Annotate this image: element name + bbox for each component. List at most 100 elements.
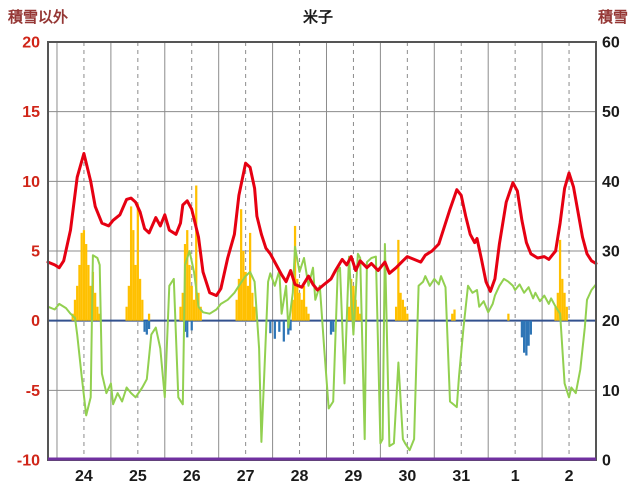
precip-bar <box>563 292 566 321</box>
precip-bar <box>565 306 568 321</box>
x-axis-tick: 26 <box>183 468 201 485</box>
precip-bar <box>291 299 294 321</box>
negative-bar <box>527 320 530 346</box>
negative-bar <box>143 320 146 332</box>
precip-bar <box>76 285 79 321</box>
x-axis-tick: 27 <box>237 468 255 485</box>
right-axis-tick: 50 <box>602 104 620 121</box>
precip-bar <box>179 306 182 321</box>
precip-bar <box>138 278 142 321</box>
precip-bar <box>237 278 241 321</box>
precip-bar <box>298 292 301 321</box>
x-axis-tick: 30 <box>398 468 416 485</box>
precip-bar <box>403 306 407 321</box>
x-axis-tick: 24 <box>75 468 93 485</box>
precip-bar <box>561 278 564 321</box>
precip-bar <box>397 239 400 321</box>
precip-bar <box>134 264 137 321</box>
chart-title: 米子 <box>302 9 333 26</box>
precip-bar <box>125 306 128 321</box>
precip-bar <box>127 285 130 321</box>
negative-bar <box>525 320 528 356</box>
negative-bar <box>273 320 276 339</box>
precip-bar <box>347 306 351 321</box>
negative-bar <box>529 320 532 335</box>
x-axis-tick: 31 <box>452 468 470 485</box>
precip-bar <box>235 299 238 321</box>
precip-bar <box>195 185 198 321</box>
right-axis-tick: 20 <box>602 313 620 330</box>
precip-bar <box>242 251 245 321</box>
negative-bar <box>332 320 335 332</box>
precip-bar <box>352 285 355 321</box>
negative-bar <box>329 320 333 335</box>
negative-bar <box>523 320 526 353</box>
precip-bar <box>558 239 562 321</box>
precip-bar <box>136 203 139 321</box>
left-axis-tick: 0 <box>31 313 40 330</box>
negative-bar <box>145 320 148 335</box>
precip-bar <box>251 292 254 321</box>
precip-bar <box>401 299 404 321</box>
precip-bar <box>89 285 92 321</box>
precip-bar <box>406 313 409 321</box>
precip-bar <box>302 285 306 321</box>
left-axis-title: 積雪以外 <box>8 9 69 26</box>
precip-bar <box>253 306 256 321</box>
precip-bar <box>240 209 243 321</box>
precip-bar <box>192 299 196 321</box>
precip-bar <box>246 285 250 321</box>
negative-bar <box>278 320 281 332</box>
precip-bar <box>305 306 308 321</box>
precip-bar <box>188 264 191 321</box>
precip-bar <box>453 309 456 321</box>
right-axis-tick: 40 <box>602 174 620 191</box>
precip-bar <box>82 230 86 321</box>
secondary-line <box>47 243 597 452</box>
x-axis-tick: 2 <box>565 468 574 485</box>
negative-bar <box>147 320 151 330</box>
precip-bar <box>147 313 151 321</box>
precip-bar <box>80 232 83 321</box>
negative-bar <box>269 320 272 334</box>
negative-bar <box>282 320 285 342</box>
precip-bar <box>451 313 454 321</box>
precip-bar <box>356 306 360 321</box>
precip-bar <box>307 313 310 321</box>
precip-bar <box>296 278 299 321</box>
precip-bar <box>186 230 189 321</box>
precip-bar <box>244 271 247 321</box>
precip-bar <box>293 225 297 321</box>
precip-bar <box>78 264 81 321</box>
precip-bar <box>394 306 398 321</box>
precip-bar <box>249 232 252 321</box>
left-axis-tick: -10 <box>17 453 40 470</box>
left-axis-tick: 20 <box>22 35 40 52</box>
precip-bar <box>199 306 202 321</box>
precip-bar <box>399 292 402 321</box>
precip-bar <box>359 313 362 321</box>
negative-bar <box>520 320 524 338</box>
precip-bar <box>190 285 193 321</box>
left-axis-tick: -5 <box>26 383 40 400</box>
precip-bar <box>96 306 99 321</box>
temperature-line <box>46 152 598 298</box>
x-axis-tick: 29 <box>345 468 363 485</box>
left-axis-tick: 10 <box>22 174 40 191</box>
right-axis-tick: 30 <box>602 244 620 261</box>
precip-bar <box>94 292 97 321</box>
negative-bar <box>289 320 292 331</box>
precip-bar <box>85 244 88 321</box>
right-axis-tick: 60 <box>602 35 620 52</box>
precip-bar <box>300 299 303 321</box>
precip-bar <box>132 230 135 321</box>
precip-bar <box>181 292 184 321</box>
precip-bar <box>87 264 90 321</box>
precip-bar <box>98 313 101 321</box>
precip-bar <box>556 292 559 321</box>
negative-bar <box>186 320 189 338</box>
right-axis-tick: 10 <box>602 383 620 400</box>
x-axis-tick: 25 <box>129 468 147 485</box>
